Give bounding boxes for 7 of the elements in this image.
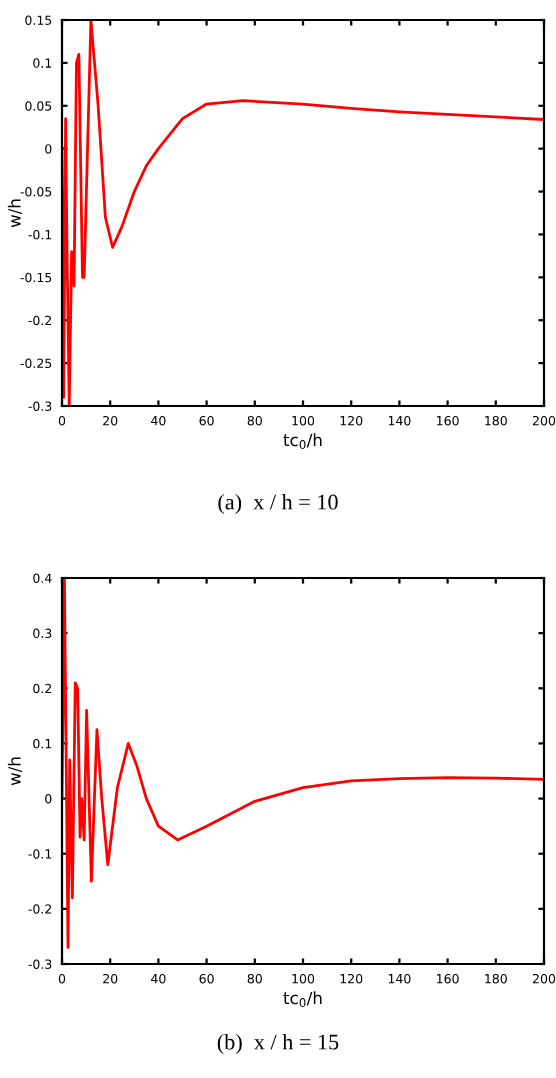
text: (a) x / h = 10 <box>218 493 338 515</box>
text: (b) x / h = 15 <box>217 1033 339 1055</box>
y-axis-title: w/h <box>7 757 23 786</box>
line-series <box>62 20 544 406</box>
x-axis-title: tc$_{0}$/h <box>283 991 322 1007</box>
y-axis-title: w/h <box>7 199 23 228</box>
x-axis-title: tc$_{0}$/h <box>283 433 322 449</box>
